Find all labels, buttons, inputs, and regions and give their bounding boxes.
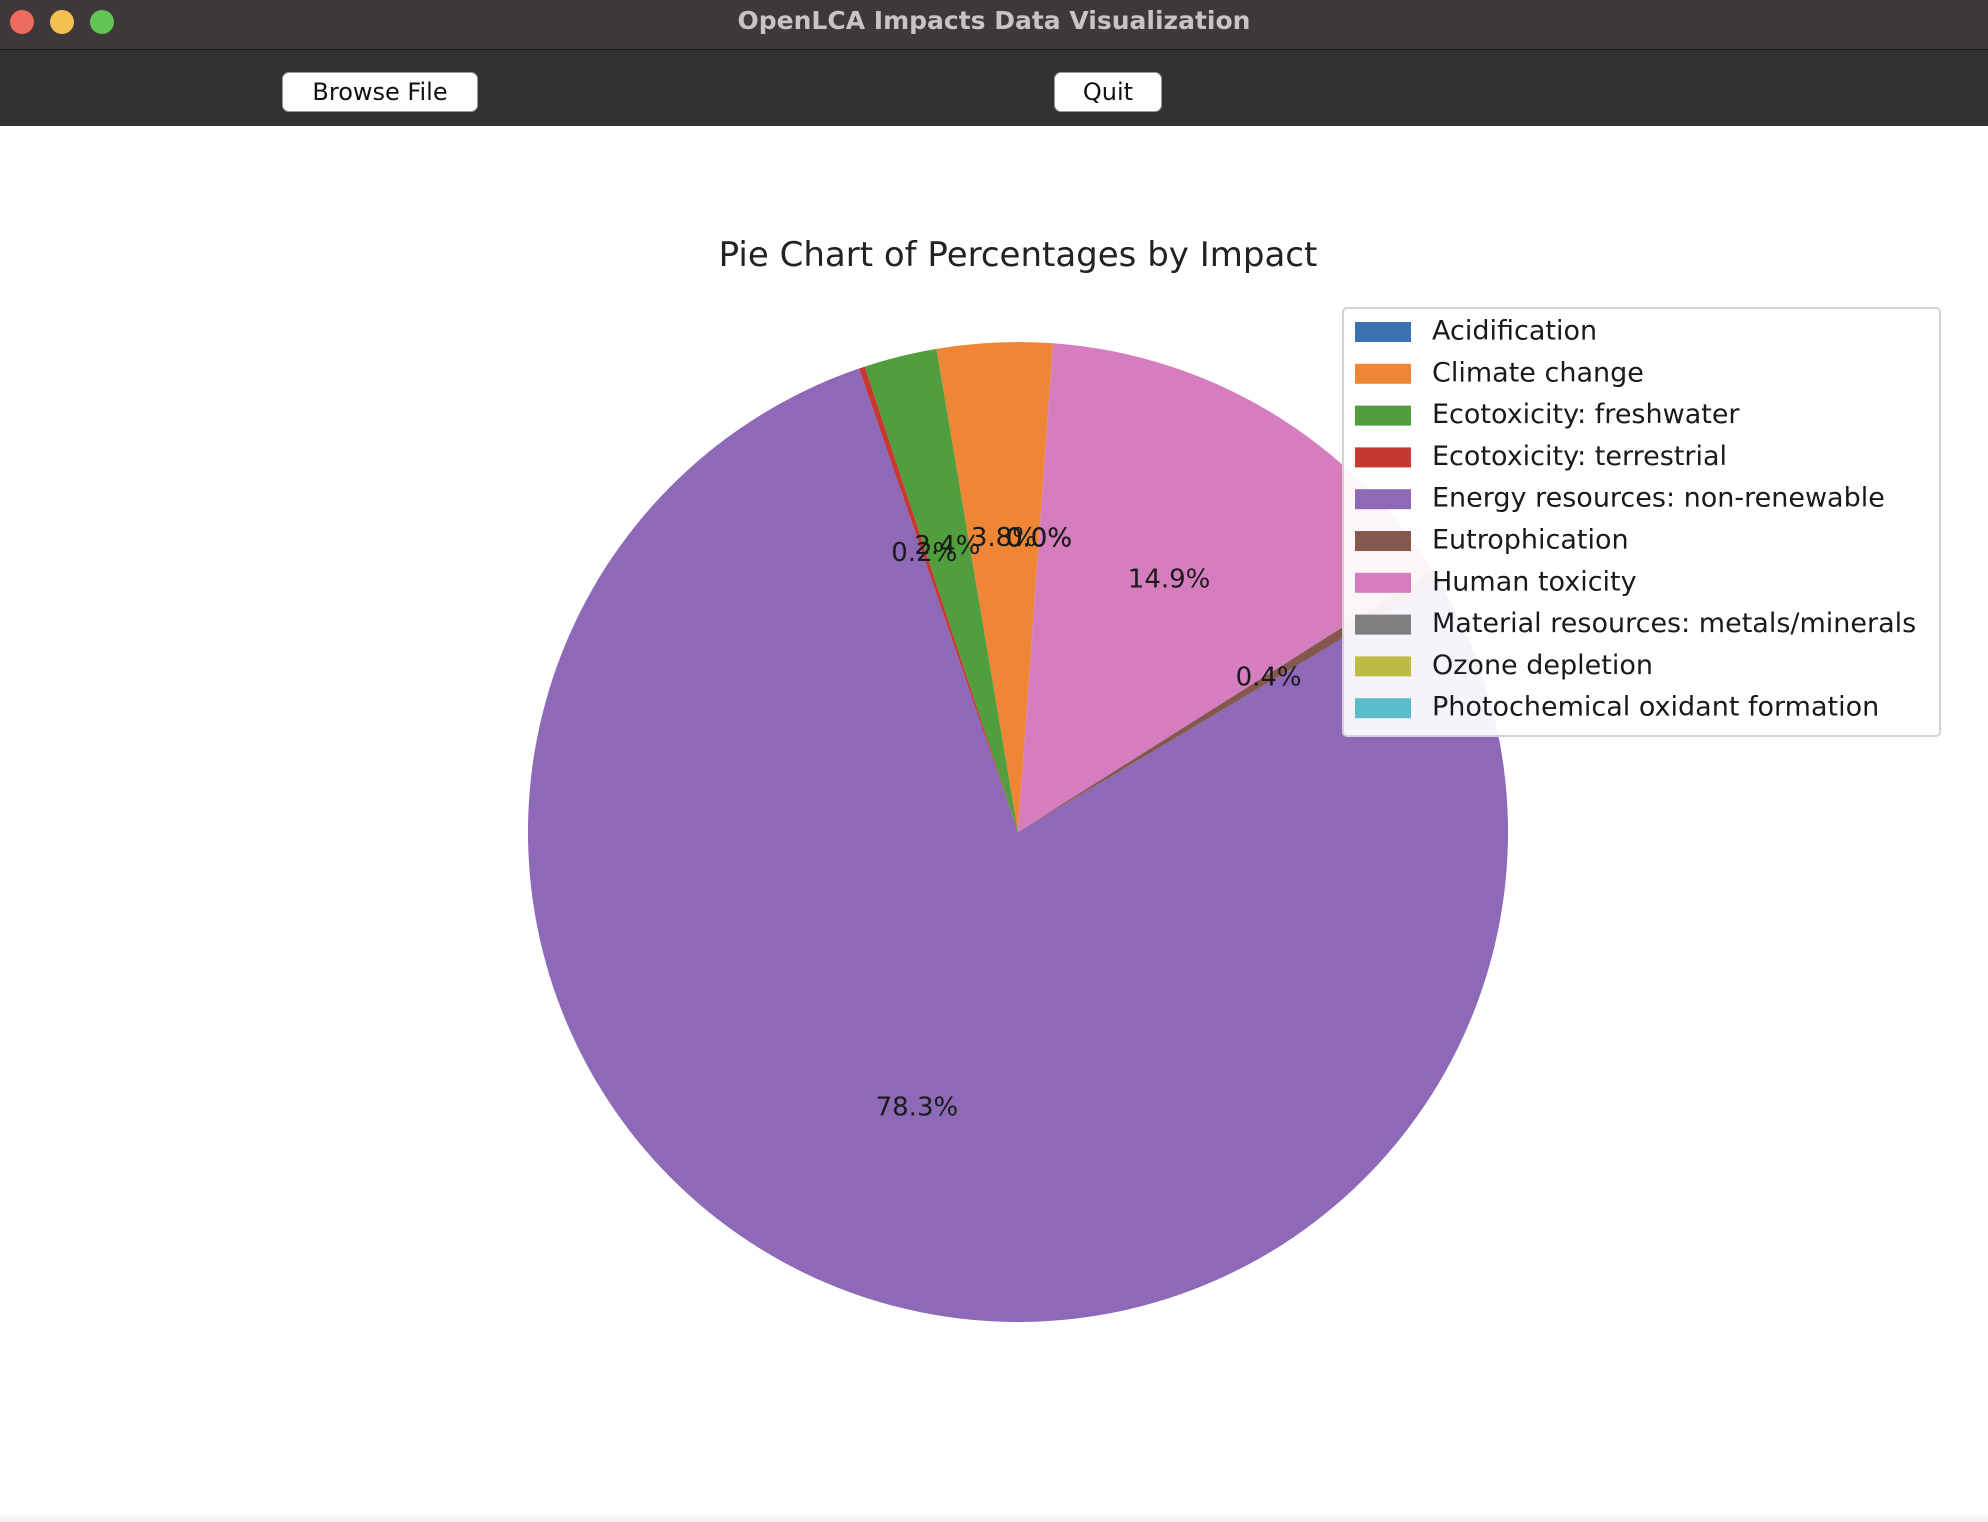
chart-title: Pie Chart of Percentages by Impact: [719, 235, 1318, 275]
pie-label-1: 3.8%: [971, 523, 1037, 553]
maximize-window-icon[interactable]: [90, 10, 114, 34]
pie-chart: Pie Chart of Percentages by Impact 0.0%3…: [527, 235, 1941, 1323]
legend-swatch-9: [1355, 698, 1411, 719]
legend: Acidification Climate change Ecotoxicity: …: [1342, 307, 1941, 737]
pie-label-6: 14.9%: [1128, 564, 1211, 594]
legend-label-4: Energy resources: non-renewable: [1432, 483, 1885, 514]
legend-swatch-7: [1355, 614, 1411, 635]
pie-label-5: 0.4%: [1236, 663, 1302, 693]
legend-label-9: Photochemical oxidant formation: [1432, 692, 1879, 723]
legend-label-3: Ecotoxicity: terrestrial: [1432, 441, 1727, 472]
pie-label-2: 2.4%: [914, 531, 980, 561]
minimize-window-icon[interactable]: [50, 10, 74, 34]
pie-label-7: 0.0%: [1006, 523, 1072, 553]
legend-swatch-5: [1355, 531, 1411, 551]
legend-swatch-6: [1355, 572, 1411, 593]
close-window-icon[interactable]: [10, 10, 34, 34]
legend-swatch-8: [1355, 656, 1411, 677]
pie-label-8: 0.0%: [1006, 523, 1072, 553]
legend-label-6: Human toxicity: [1432, 566, 1637, 597]
pie-slice-2: [864, 348, 1018, 832]
legend-label-0: Acidification: [1432, 316, 1597, 347]
legend-label-8: Ozone depletion: [1432, 650, 1653, 681]
legend-label-5: Eutrophication: [1432, 525, 1629, 556]
legend-label-7: Material resources: metals/minerals: [1432, 608, 1916, 639]
legend-swatch-0: [1355, 322, 1411, 342]
pie-slice-4: [527, 368, 1508, 1323]
title-bar[interactable]: OpenLCA Impacts Data Visualization: [0, 0, 1988, 50]
toolbar: Browse File Quit: [0, 50, 1988, 126]
pie-slice-1: [936, 341, 1054, 832]
pie-label-9: 0.0%: [1006, 523, 1072, 553]
pie-slices: [527, 341, 1508, 1323]
quit-button[interactable]: Quit: [1054, 72, 1162, 112]
legend-swatch-3: [1355, 447, 1411, 468]
legend-box: [1342, 307, 1941, 737]
pie-label-0: 0.0%: [1006, 523, 1072, 553]
browse-file-button[interactable]: Browse File: [282, 72, 478, 112]
pie-slice-6: [1018, 343, 1433, 832]
pie-label-4: 78.3%: [876, 1093, 959, 1123]
legend-swatch-2: [1355, 405, 1411, 426]
window-title: OpenLCA Impacts Data Visualization: [737, 6, 1251, 35]
legend-label-1: Climate change: [1432, 357, 1644, 388]
legend-swatch-4: [1355, 489, 1411, 510]
window-bottom-edge: [0, 1510, 1988, 1522]
plot-area: Pie Chart of Percentages by Impact 0.0% 3…: [0, 126, 1988, 1522]
legend-label-2: Ecotoxicity: freshwater: [1432, 399, 1740, 430]
pie-percentage-labels: 0.0%3.8%2.4%0.2%78.3%0.4%14.9%0.0%0.0%0.…: [876, 523, 1302, 1123]
pie-slice-5: [1018, 570, 1439, 832]
pie-slice-3: [858, 366, 1018, 832]
pie-label-3: 0.2%: [891, 538, 957, 568]
legend-swatch-1: [1355, 363, 1411, 384]
